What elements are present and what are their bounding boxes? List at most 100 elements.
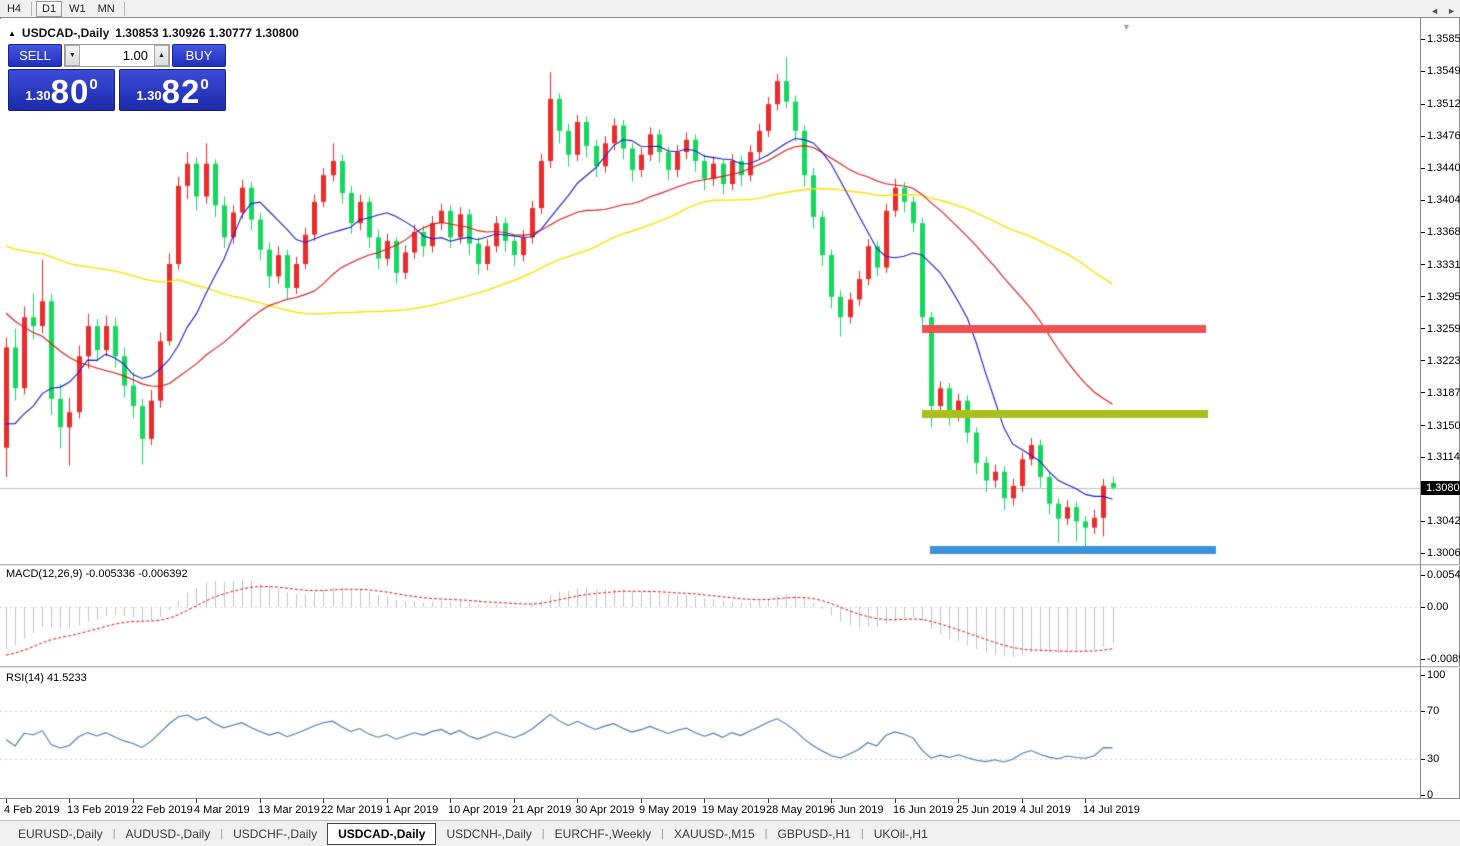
rsi-axis-tick: 100 <box>1421 669 1460 681</box>
axis-tick <box>1421 710 1425 712</box>
tab-scroll-right-button[interactable]: ► <box>1447 6 1456 16</box>
price-axis-tick: 1.31500 <box>1421 420 1460 432</box>
date-axis-label: 14 Jul 2019 <box>1083 804 1140 816</box>
tab-scroll-left-button[interactable]: ◄ <box>1430 6 1440 16</box>
date-axis-tick <box>895 799 896 803</box>
axis-tick-label: 100 <box>1427 669 1446 681</box>
buy-price-box[interactable]: 1.30 82 0 <box>119 69 226 111</box>
axis-tick <box>1421 38 1425 40</box>
date-axis-label: 25 Jun 2019 <box>956 804 1017 816</box>
date-axis-tick <box>387 799 388 803</box>
chart-tab-gbpusd-h1[interactable]: GBPUSD-,H1 <box>777 826 851 841</box>
axis-tick <box>1421 70 1425 72</box>
chart-tab-xauusd-m15[interactable]: XAUUSD-,M15 <box>673 826 755 841</box>
date-axis-tick <box>133 799 134 803</box>
sell-price-box[interactable]: 1.30 80 0 <box>8 69 115 111</box>
macd-name: MACD(12,26,9) <box>6 568 83 580</box>
rsi-axis-tick: 30 <box>1421 753 1460 765</box>
date-axis-label: 1 Apr 2019 <box>385 804 439 816</box>
axis-tick-label: 1.35850 <box>1427 33 1460 46</box>
macd-values: -0.005336 -0.006392 <box>85 568 188 580</box>
axis-tick <box>1421 658 1425 660</box>
buy-price-pips: 82 <box>161 73 201 110</box>
date-axis-label: 4 Feb 2019 <box>4 804 60 816</box>
axis-tick-label: 70 <box>1427 705 1440 717</box>
axis-tick <box>1421 135 1425 137</box>
axis-tick <box>1421 794 1425 796</box>
volume-decrease-button[interactable]: ▼ <box>65 45 80 66</box>
chart-tab-usdcad-daily[interactable]: USDCAD-,Daily <box>327 822 437 845</box>
axis-tick-label: 1.33680 <box>1427 226 1460 239</box>
chart-tab-eurchf-weekly[interactable]: EURCHF-,Weekly <box>554 826 652 841</box>
axis-tick <box>1421 606 1425 608</box>
price-chart-canvas[interactable] <box>0 19 1420 564</box>
price-axis-tick: 1.31870 <box>1421 387 1460 399</box>
chart-ohlc-values: 1.30853 1.30926 1.30777 1.30800 <box>115 26 299 40</box>
tab-separator: | <box>764 827 768 840</box>
axis-tick-label: 1.31500 <box>1427 419 1460 432</box>
price-axis-tick: 1.31140 <box>1421 451 1460 463</box>
axis-tick-label: 0.00 <box>1427 601 1449 613</box>
volume-increase-button[interactable]: ▲ <box>154 45 169 66</box>
autoscroll-marker-icon[interactable]: ▼ <box>1122 22 1131 32</box>
one-click-trading-panel: SELL ▼ ▲ BUY 1.30 80 0 1.30 82 0 <box>8 44 226 111</box>
macd-indicator-canvas[interactable] <box>0 566 1420 666</box>
date-axis-label: 30 Apr 2019 <box>575 804 635 816</box>
date-axis-label: 22 Feb 2019 <box>131 804 193 816</box>
rsi-value: 41.5233 <box>46 672 87 684</box>
axis-tick-label: 1.35120 <box>1427 98 1460 111</box>
tab-separator: | <box>220 827 224 840</box>
date-axis-tick <box>577 799 578 803</box>
date-axis-label: 9 May 2019 <box>639 804 697 816</box>
tab-separator: | <box>112 827 116 840</box>
chart-tab-ukoil-h1[interactable]: UKOil-,H1 <box>873 826 928 841</box>
sell-button[interactable]: SELL <box>8 44 62 67</box>
axis-tick-label: 0 <box>1427 789 1434 801</box>
chart-tab-usdchf-daily[interactable]: USDCHF-,Daily <box>233 826 318 841</box>
date-axis-label: 28 May 2019 <box>766 804 830 816</box>
date-axis-label: 13 Feb 2019 <box>67 804 129 816</box>
current-price-tag: 1.30800 <box>1421 480 1460 495</box>
volume-input[interactable] <box>80 45 154 66</box>
rsi-indicator-canvas[interactable] <box>0 668 1420 798</box>
pane-separator[interactable] <box>0 666 1460 668</box>
timeframe-h4-button[interactable]: H4 <box>6 2 22 15</box>
axis-tick-label: 1.32230 <box>1427 354 1460 367</box>
macd-label: MACD(12,26,9) -0.005336 -0.006392 <box>6 568 188 580</box>
date-axis-tick <box>323 799 324 803</box>
buy-button[interactable]: BUY <box>172 44 226 67</box>
buy-price-prefix: 1.30 <box>136 88 162 103</box>
tab-separator: | <box>661 827 664 840</box>
rsi-axis-tick: 70 <box>1421 705 1460 717</box>
chart-tab-eurusd-daily[interactable]: EURUSD-,Daily <box>18 826 103 841</box>
timeframe-w1-button[interactable]: W1 <box>69 2 86 15</box>
axis-tick <box>1421 231 1425 233</box>
date-axis-tick <box>958 799 959 803</box>
tab-separator: | <box>541 827 545 840</box>
price-axis-tick: 1.32590 <box>1421 323 1460 335</box>
chart-tab-usdcnh-daily[interactable]: USDCNH-,Daily <box>446 826 532 841</box>
price-axis-tick: 1.30060 <box>1421 547 1460 559</box>
timeframe-toolbar: H4 D1 W1 MN <box>0 0 1460 18</box>
date-axis-label: 21 Apr 2019 <box>512 804 572 816</box>
date-axis-label: 10 Apr 2019 <box>448 804 508 816</box>
axis-tick <box>1421 456 1425 458</box>
date-axis[interactable]: 4 Feb 2019 13 Feb 2019 22 Feb 2019 4 Mar 20… <box>0 798 1460 820</box>
chart-tab-audusd-daily[interactable]: AUDUSD-,Daily <box>125 826 211 841</box>
date-axis-label: 13 Mar 2019 <box>258 804 320 816</box>
timeframe-mn-button[interactable]: MN <box>97 2 115 15</box>
sell-price-pips: 80 <box>50 73 90 110</box>
axis-tick-label: 1.30060 <box>1427 547 1460 560</box>
price-axis-tick: 1.30420 <box>1421 515 1460 527</box>
date-axis-label: 4 Jul 2019 <box>1020 804 1071 816</box>
date-axis-label: 16 Jun 2019 <box>893 804 954 816</box>
axis-tick <box>1421 674 1425 676</box>
axis-tick <box>1421 552 1425 554</box>
symbol-triangle-icon: ▲ <box>8 28 16 38</box>
axis-tick-label: 1.34760 <box>1427 130 1460 143</box>
pane-separator[interactable] <box>0 564 1460 566</box>
axis-tick <box>1421 520 1425 522</box>
date-axis-label: 22 Mar 2019 <box>321 804 383 816</box>
timeframe-d1-button[interactable]: D1 <box>36 0 63 17</box>
